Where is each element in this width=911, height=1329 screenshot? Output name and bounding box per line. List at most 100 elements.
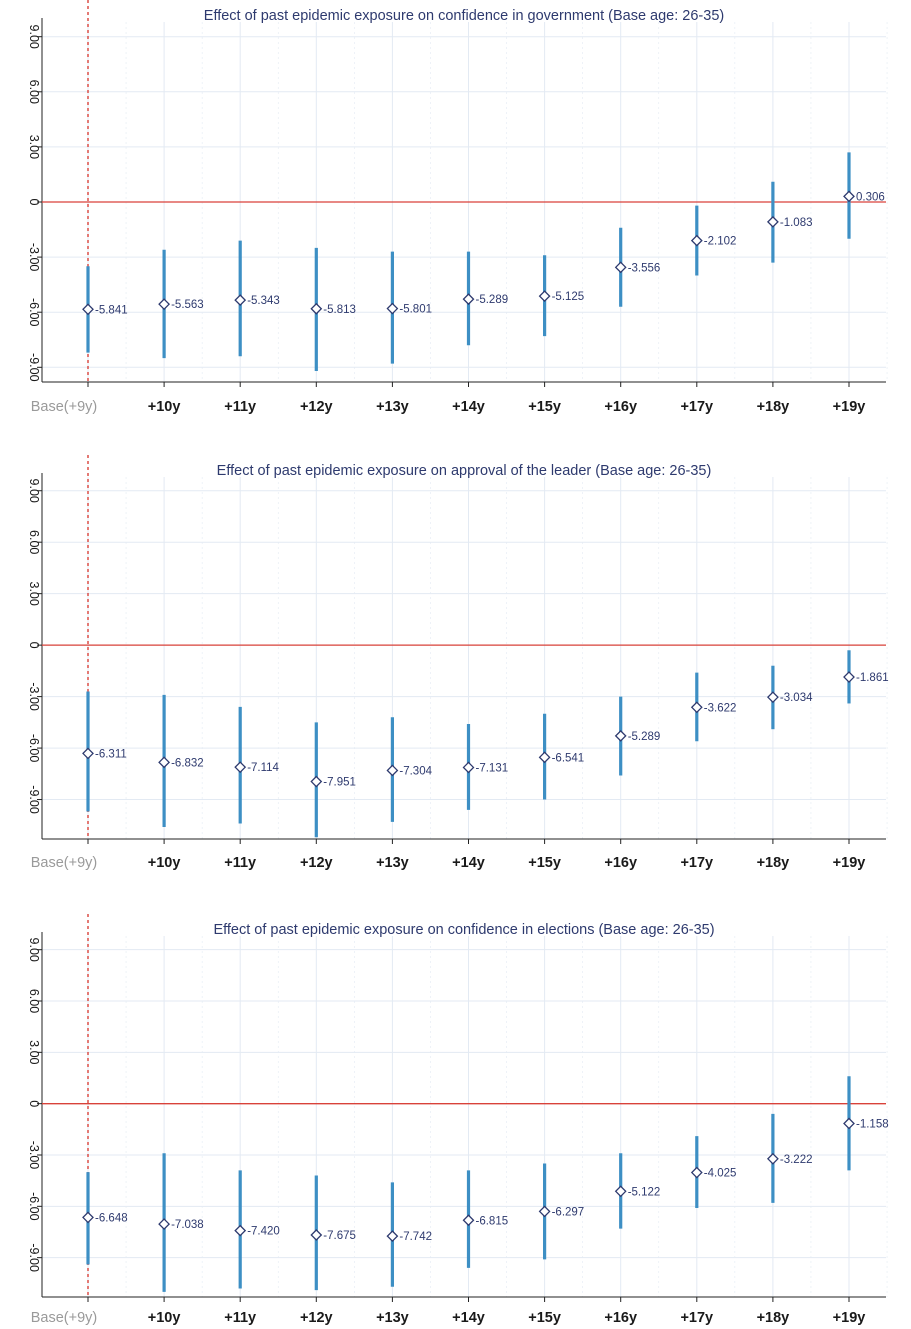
chart-government: 9.00 6.00 3.00 0 -3.00 -6.00 -9.00 Base(+9y) +10… bbox=[27, 0, 888, 415]
y-tick-label: 6.00 bbox=[27, 989, 41, 1013]
y-tick-label: 3.00 bbox=[27, 1040, 41, 1064]
y-tick-label: -3.00 bbox=[27, 682, 41, 711]
data-label: -6.311 bbox=[95, 748, 127, 760]
x-tick-label: +10y bbox=[148, 1310, 181, 1326]
y-tick-label: 0 bbox=[27, 642, 41, 649]
data-label: -7.038 bbox=[171, 1219, 204, 1231]
data-label: -3.622 bbox=[704, 702, 737, 714]
y-tick-label: 6.00 bbox=[27, 530, 41, 554]
point-estimate-marker bbox=[82, 747, 94, 760]
point-estimate-marker bbox=[538, 751, 551, 764]
y-tick-label: 0 bbox=[27, 1100, 41, 1107]
data-label: -5.289 bbox=[476, 294, 509, 306]
data-label: -5.125 bbox=[552, 291, 585, 303]
data-label: -1.083 bbox=[780, 217, 813, 229]
y-tick-label: 9.00 bbox=[27, 25, 41, 49]
data-label: -3.222 bbox=[780, 1154, 813, 1166]
data-label: -6.832 bbox=[171, 757, 204, 769]
x-tick-label: +16y bbox=[604, 855, 637, 871]
point-estimate-marker bbox=[386, 764, 399, 777]
x-tick-label: +10y bbox=[148, 399, 181, 415]
x-tick-label: +12y bbox=[300, 855, 333, 871]
y-tick-label: -9.00 bbox=[27, 785, 41, 814]
data-label: -6.815 bbox=[476, 1215, 509, 1227]
data-label: -4.025 bbox=[704, 1168, 737, 1180]
data-label: -6.648 bbox=[95, 1212, 128, 1224]
x-tick-label: +17y bbox=[680, 855, 713, 871]
x-tick-label: +15y bbox=[528, 399, 561, 415]
y-tick-label: -3.00 bbox=[27, 1141, 41, 1170]
data-label: -1.158 bbox=[856, 1118, 889, 1130]
point-estimate-marker bbox=[462, 1214, 475, 1227]
data-label: -7.131 bbox=[476, 762, 509, 774]
data-label: -5.122 bbox=[628, 1186, 661, 1198]
data-label: -5.563 bbox=[171, 299, 204, 311]
x-tick-label: +12y bbox=[300, 1310, 333, 1326]
y-tick-label: 3.00 bbox=[27, 135, 41, 159]
data-label: -6.541 bbox=[552, 752, 585, 764]
chart-elections: 9.00 6.00 3.00 0 -3.00 -6.00 -9.00 Base(+9y) +10… bbox=[27, 914, 889, 1326]
point-estimate-marker bbox=[234, 294, 247, 307]
chart-title: Effect of past epidemic exposure on conf… bbox=[213, 922, 714, 938]
x-tick-label: +13y bbox=[376, 399, 409, 415]
x-tick-label: Base(+9y) bbox=[31, 399, 98, 415]
y-tick-label: 6.00 bbox=[27, 80, 41, 104]
point-estimate-marker bbox=[310, 775, 323, 788]
data-label: -6.297 bbox=[552, 1206, 585, 1218]
x-tick-label: +16y bbox=[604, 399, 637, 415]
point-estimate-marker bbox=[158, 1218, 171, 1231]
data-label: -5.343 bbox=[247, 295, 280, 307]
data-label: -7.304 bbox=[399, 765, 432, 777]
x-tick-label: +12y bbox=[300, 399, 333, 415]
x-tick-label: +16y bbox=[604, 1310, 637, 1326]
x-tick-label: +18y bbox=[757, 399, 790, 415]
data-label: -5.813 bbox=[323, 304, 356, 316]
x-tick-label: +17y bbox=[680, 399, 713, 415]
data-label: -2.102 bbox=[704, 236, 737, 248]
x-tick-label: +13y bbox=[376, 855, 409, 871]
point-estimate-marker bbox=[82, 303, 94, 316]
point-estimate-marker bbox=[690, 1166, 703, 1179]
y-tick-label: -6.00 bbox=[27, 734, 41, 763]
data-label: -3.034 bbox=[780, 692, 813, 704]
x-tick-label: +19y bbox=[833, 1310, 866, 1326]
data-label: -5.801 bbox=[399, 304, 432, 316]
point-estimate-marker bbox=[614, 729, 627, 742]
x-tick-label: Base(+9y) bbox=[31, 855, 98, 871]
data-label: -5.841 bbox=[95, 304, 128, 316]
x-tick-label: +19y bbox=[833, 399, 866, 415]
data-label: -1.861 bbox=[856, 672, 889, 684]
data-label: -7.742 bbox=[399, 1231, 432, 1243]
chart-panel-leader: 9.00 6.00 3.00 0 -3.00 -6.00 -9.00 Base(+9y) +10… bbox=[0, 455, 911, 885]
point-estimate-marker bbox=[843, 1117, 855, 1130]
x-tick-label: +18y bbox=[757, 1310, 790, 1326]
x-tick-label: +18y bbox=[757, 855, 790, 871]
y-tick-label: 9.00 bbox=[27, 938, 41, 962]
point-estimate-marker bbox=[843, 671, 855, 683]
y-tick-label: -9.00 bbox=[27, 1243, 41, 1272]
y-tick-label: -6.00 bbox=[27, 298, 41, 327]
point-estimate-marker bbox=[234, 761, 247, 774]
x-tick-label: +17y bbox=[680, 1310, 713, 1326]
data-label: 0.306 bbox=[856, 191, 885, 203]
x-tick-label: +14y bbox=[452, 399, 485, 415]
y-tick-label: -6.00 bbox=[27, 1192, 41, 1221]
point-estimate-marker bbox=[538, 290, 551, 303]
point-estimate-marker bbox=[462, 293, 475, 306]
data-label: -5.289 bbox=[628, 731, 661, 743]
y-tick-label: 9.00 bbox=[27, 479, 41, 503]
chart-title: Effect of past epidemic exposure on conf… bbox=[204, 8, 724, 24]
point-estimate-marker bbox=[614, 1185, 627, 1198]
data-label: -7.420 bbox=[247, 1226, 280, 1238]
y-tick-label: -9.00 bbox=[27, 353, 41, 382]
data-label: -7.675 bbox=[323, 1230, 356, 1242]
point-estimate-marker bbox=[614, 261, 627, 274]
y-tick-label: -3.00 bbox=[27, 243, 41, 272]
point-estimate-marker bbox=[310, 302, 323, 315]
point-estimate-marker bbox=[690, 701, 703, 714]
data-label: -7.114 bbox=[247, 762, 279, 774]
point-estimate-marker bbox=[766, 691, 779, 704]
data-label: -7.951 bbox=[323, 777, 356, 789]
point-estimate-marker bbox=[766, 215, 779, 228]
point-estimate-marker bbox=[538, 1205, 551, 1218]
